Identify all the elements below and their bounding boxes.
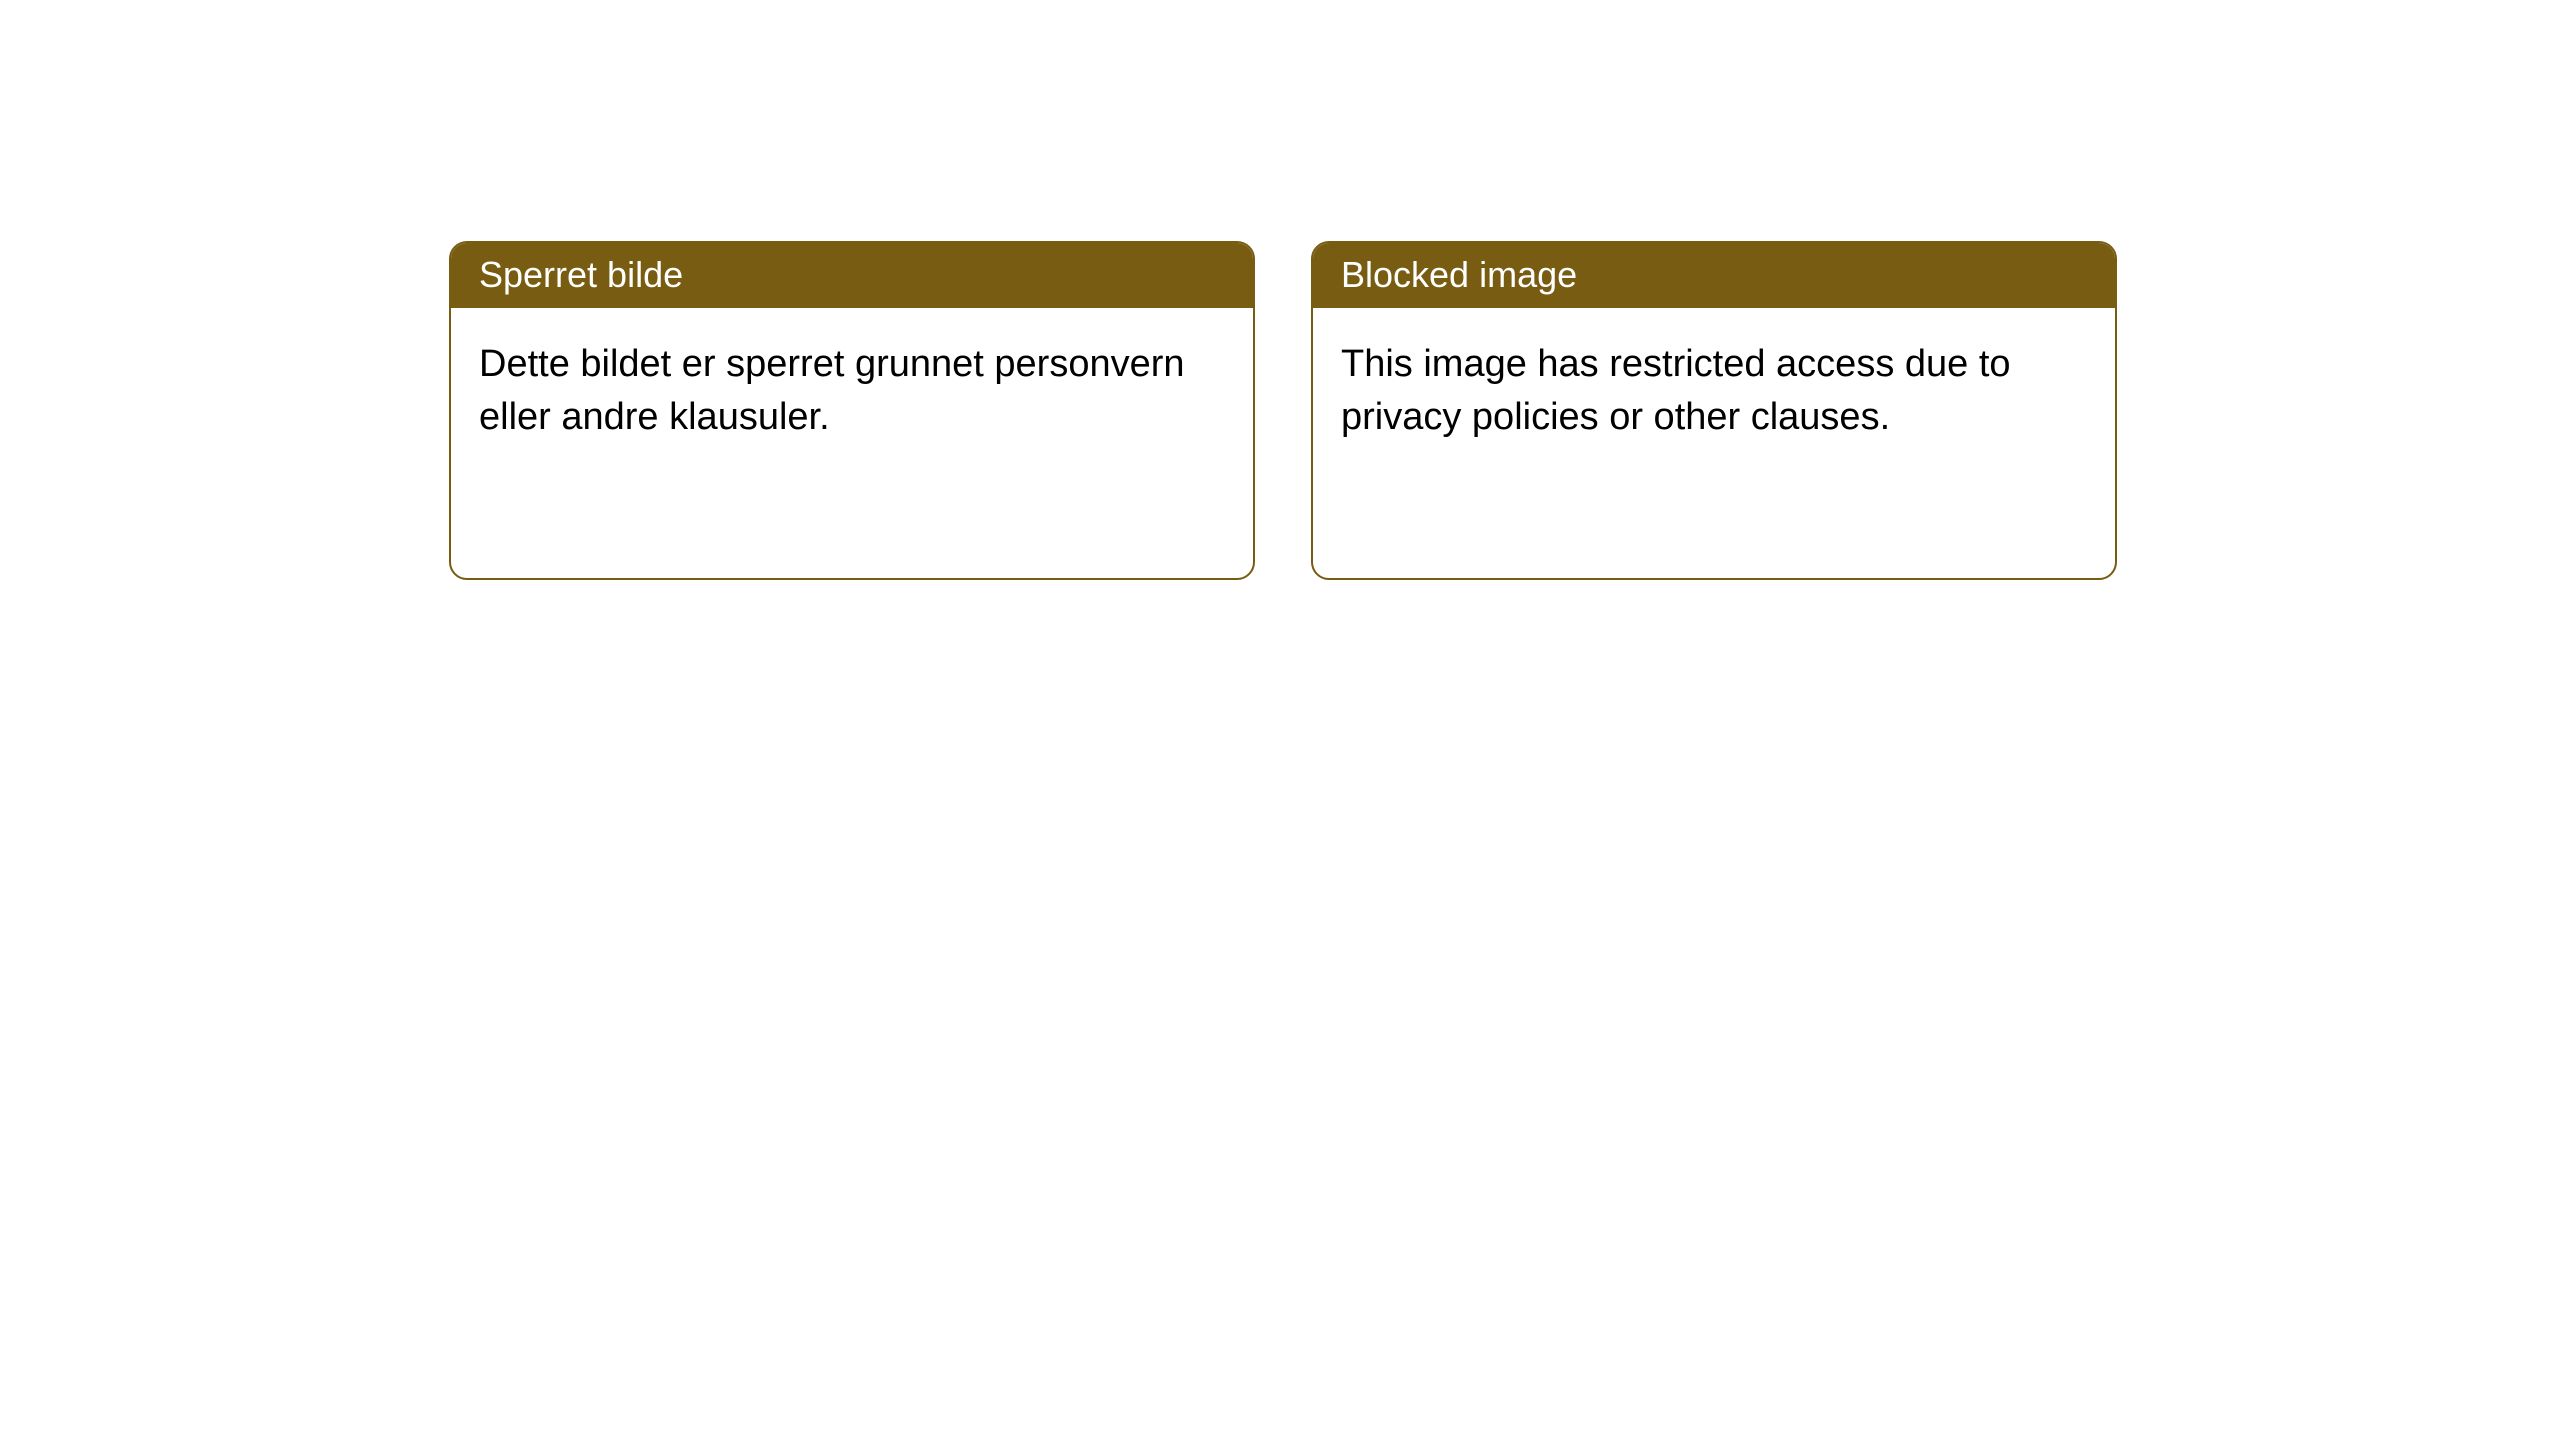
notice-card-title: Blocked image	[1313, 243, 2115, 308]
notice-card-english: Blocked image This image has restricted …	[1311, 241, 2117, 580]
notice-cards-container: Sperret bilde Dette bildet er sperret gr…	[0, 0, 2560, 580]
notice-card-body: This image has restricted access due to …	[1313, 308, 2115, 578]
notice-card-title: Sperret bilde	[451, 243, 1253, 308]
notice-card-body: Dette bildet er sperret grunnet personve…	[451, 308, 1253, 578]
notice-card-norwegian: Sperret bilde Dette bildet er sperret gr…	[449, 241, 1255, 580]
